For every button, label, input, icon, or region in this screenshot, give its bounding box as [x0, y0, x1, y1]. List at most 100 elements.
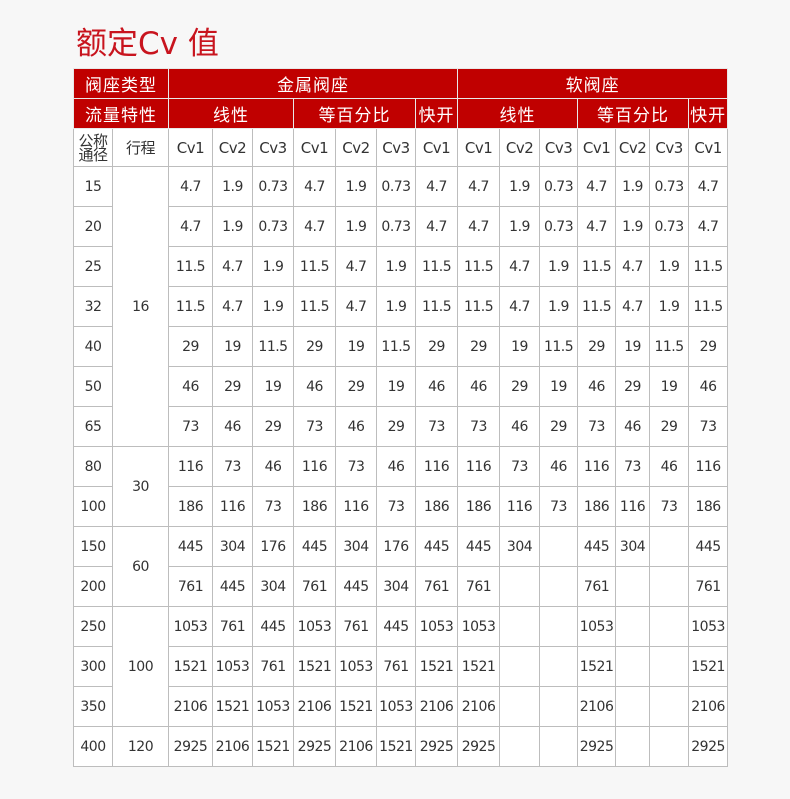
cv-cell: 4.7	[414, 206, 459, 247]
cv-cell: 4.7	[615, 286, 651, 327]
cv-cell: 761	[688, 566, 729, 607]
cv-cell: 2106	[168, 686, 213, 727]
cv-cell: 19	[252, 366, 294, 407]
cv-cell: 1053	[168, 606, 213, 647]
cv-cell	[615, 646, 651, 687]
cv-cell	[649, 726, 690, 767]
stroke-cell: 16	[112, 166, 169, 447]
cv-cell: 29	[649, 406, 690, 447]
cv-cell: 46	[577, 366, 617, 407]
flow-label: 流量特性	[73, 98, 169, 129]
cv-cell	[499, 566, 541, 607]
cv-cell: 4.7	[457, 166, 501, 207]
cv-cell: 1521	[293, 646, 336, 687]
cv-cell: 1.9	[499, 166, 541, 207]
cv-cell: 29	[615, 366, 651, 407]
cv-cell: 73	[457, 406, 501, 447]
stroke-cell: 30	[112, 446, 169, 527]
cv-cell: 46	[293, 366, 336, 407]
cv-cell: 73	[376, 486, 416, 527]
cv-cell: 116	[499, 486, 541, 527]
cv-cell: 29	[539, 406, 579, 447]
cv-column-header: Cv1	[577, 128, 617, 167]
dn-cell: 65	[73, 406, 113, 447]
table-row: 200 761 445 304 761 445 304 761 761 761 761	[73, 566, 729, 607]
cv-cell: 445	[376, 606, 416, 647]
cv-cell: 1521	[688, 646, 729, 687]
cv-cell: 186	[293, 486, 336, 527]
cv-cell: 116	[335, 486, 377, 527]
metal-linear-header: 线性	[168, 98, 294, 129]
table-row: 100 186 116 73 186 116 73 186 186 116 73 186 116 73 18…	[73, 486, 729, 527]
cv-cell: 11.5	[293, 286, 336, 327]
cv-cell: 445	[457, 526, 501, 567]
cv-cell: 1.9	[615, 206, 651, 247]
cv-cell: 4.7	[293, 166, 336, 207]
cv-cell: 116	[615, 486, 651, 527]
cv-cell: 1.9	[252, 246, 294, 287]
cv-column-header: Cv2	[499, 128, 541, 167]
cv-cell	[649, 646, 690, 687]
cv-cell: 73	[577, 406, 617, 447]
dn-cell: 100	[73, 486, 113, 527]
cv-column-header: Cv2	[335, 128, 377, 167]
cv-cell: 1.9	[212, 166, 253, 207]
cv-cell	[539, 606, 579, 647]
cv-cell: 1053	[414, 606, 459, 647]
cv-cell: 29	[457, 326, 501, 367]
cv-cell: 29	[168, 326, 213, 367]
cv-cell: 445	[168, 526, 213, 567]
cv-cell: 73	[168, 406, 213, 447]
cv-cell: 2925	[414, 726, 459, 767]
cv-cell: 1.9	[376, 246, 416, 287]
cv-cell: 11.5	[168, 286, 213, 327]
dn-cell: 50	[73, 366, 113, 407]
cv-cell: 176	[376, 526, 416, 567]
soft-quick-open-header: 快开	[688, 98, 729, 129]
cv-cell	[615, 726, 651, 767]
cv-cell: 761	[252, 646, 294, 687]
cv-cell: 11.5	[414, 286, 459, 327]
cv-cell: 1053	[293, 606, 336, 647]
cv-cell: 0.73	[376, 206, 416, 247]
table-row: 15 16 4.7 1.9 0.73 4.7 1.9 0.73 4.7 4.7 1.9 0.73 4.7…	[73, 166, 729, 447]
table-row: 40 29 19 11.5 29 19 11.5 29 29 19 11.5 29 19 11.5 29	[73, 326, 729, 367]
dn-cell: 80	[73, 446, 113, 487]
cv-column-header: Cv3	[649, 128, 690, 167]
stroke-cell: 60	[112, 526, 169, 607]
cv-cell: 445	[414, 526, 459, 567]
table-row: 32 11.5 4.7 1.9 11.5 4.7 1.9 11.5 11.5 4.7 1.9 11.5…	[73, 286, 729, 327]
cv-cell	[499, 726, 541, 767]
cv-cell: 1053	[335, 646, 377, 687]
soft-linear-header: 线性	[457, 98, 579, 129]
cv-cell: 1521	[335, 686, 377, 727]
cv-cell: 0.73	[252, 166, 294, 207]
cv-cell: 1.9	[212, 206, 253, 247]
cv-cell: 1.9	[615, 166, 651, 207]
cv-cell: 2106	[335, 726, 377, 767]
cv-cell: 4.7	[499, 246, 541, 287]
cv-cell: 4.7	[688, 166, 729, 207]
cv-cell: 116	[293, 446, 336, 487]
dn-cell: 250	[73, 606, 113, 647]
cv-cell: 761	[414, 566, 459, 607]
cv-cell: 445	[212, 566, 253, 607]
cv-column-header: Cv1	[168, 128, 213, 167]
cv-cell	[649, 526, 690, 567]
cv-cell	[539, 686, 579, 727]
cv-cell: 1053	[457, 606, 501, 647]
cv-cell: 4.7	[168, 166, 213, 207]
dn-cell: 20	[73, 206, 113, 247]
cv-cell: 1521	[376, 726, 416, 767]
cv-cell: 46	[615, 406, 651, 447]
cv-column-header: Cv3	[252, 128, 294, 167]
cv-cell: 1.9	[539, 286, 579, 327]
cv-cell: 46	[212, 406, 253, 447]
cv-cell: 11.5	[376, 326, 416, 367]
cv-cell	[615, 566, 651, 607]
dn-cell: 40	[73, 326, 113, 367]
cv-cell: 445	[688, 526, 729, 567]
cv-cell: 46	[335, 406, 377, 447]
cv-cell: 0.73	[539, 206, 579, 247]
cv-cell: 2106	[577, 686, 617, 727]
